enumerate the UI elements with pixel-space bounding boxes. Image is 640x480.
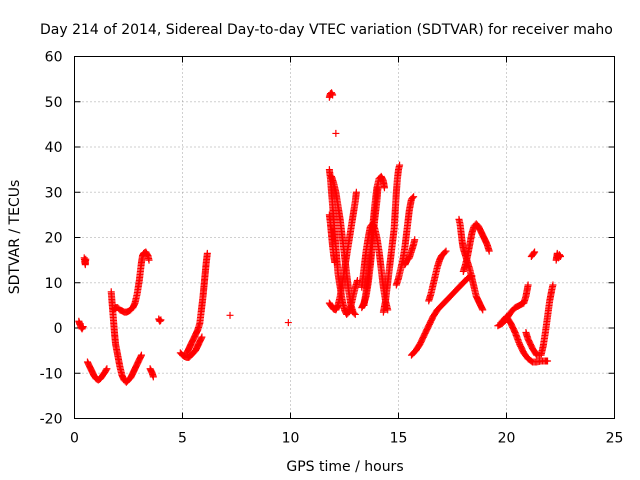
data-point (145, 256, 153, 264)
y-tick-label: 50 (45, 95, 63, 111)
series-s32 (552, 249, 564, 264)
chart-title: Day 214 of 2014, Sidereal Day-to-day VTE… (40, 22, 613, 38)
data-point (352, 188, 360, 196)
y-tick-label: 30 (45, 185, 63, 201)
data-point (544, 357, 552, 365)
x-tick-label: 5 (178, 431, 187, 447)
data-point (479, 306, 487, 314)
series-s27 (459, 220, 493, 275)
data-point (79, 323, 87, 331)
data-point (102, 366, 110, 374)
data-point (531, 248, 539, 256)
data-point (149, 373, 157, 381)
data-point (396, 161, 404, 169)
series-s11 (284, 319, 292, 327)
y-tick-label: 0 (54, 321, 63, 337)
y-tick-label: 60 (45, 50, 63, 66)
series-s20 (358, 184, 382, 312)
data-point (226, 311, 234, 319)
y-tick-label: -20 (40, 412, 63, 428)
x-tick-label: 0 (70, 431, 79, 447)
series-s01 (75, 317, 87, 333)
series-s04 (107, 288, 145, 386)
series-s23 (401, 236, 419, 269)
y-tick-label: -10 (40, 366, 63, 382)
series-s06 (146, 365, 157, 381)
x-axis-label: GPS time / hours (286, 459, 403, 475)
data-point (332, 129, 340, 137)
series-s30 (522, 281, 557, 359)
series-s10 (226, 311, 234, 319)
series-s02 (80, 254, 90, 269)
data-points (75, 89, 564, 386)
series-s25 (425, 247, 450, 305)
data-point (485, 247, 493, 255)
series-s05 (109, 248, 153, 316)
data-point (329, 91, 337, 99)
grid (74, 56, 615, 419)
series-s24 (407, 272, 476, 359)
series-s21 (379, 161, 404, 316)
data-point (351, 310, 359, 318)
data-point (137, 351, 145, 359)
series-s22 (392, 193, 418, 289)
data-point (198, 333, 206, 341)
x-tick-label: 20 (498, 431, 516, 447)
series-s03 (83, 358, 111, 384)
data-point (411, 236, 419, 244)
data-point (103, 365, 111, 373)
data-point (157, 316, 165, 324)
data-point (409, 194, 417, 202)
series-s29 (498, 313, 552, 366)
series-s26 (455, 215, 487, 314)
axis-ticks: 0 5 10 15 20 25 -20 -10 0 10 20 30 40 50 60 (40, 50, 624, 447)
x-tick-label: 10 (282, 431, 300, 447)
data-point (441, 248, 449, 256)
data-point (530, 249, 538, 257)
data-point (442, 247, 450, 255)
x-tick-label: 25 (606, 431, 624, 447)
data-point (557, 253, 564, 261)
data-point (524, 281, 532, 289)
data-point (203, 249, 211, 257)
data-point (284, 319, 292, 327)
data-point (350, 309, 358, 317)
series-s16 (325, 188, 360, 314)
data-point (374, 184, 382, 192)
y-tick-label: 10 (45, 276, 63, 292)
series-s07 (155, 315, 165, 325)
data-point (331, 258, 339, 266)
x-tick-label: 15 (390, 431, 408, 447)
data-point (82, 255, 90, 263)
series-s31 (527, 248, 539, 261)
series-s17 (325, 211, 339, 266)
y-tick-label: 20 (45, 231, 63, 247)
data-point (549, 281, 557, 289)
y-axis-label: SDTVAR / TECUs (7, 180, 23, 295)
series-s09 (183, 249, 211, 357)
series-s13 (332, 129, 340, 137)
data-point (410, 193, 418, 201)
series-s12 (325, 89, 337, 101)
data-point (380, 184, 388, 192)
data-point (353, 276, 361, 284)
y-tick-label: 40 (45, 140, 63, 156)
